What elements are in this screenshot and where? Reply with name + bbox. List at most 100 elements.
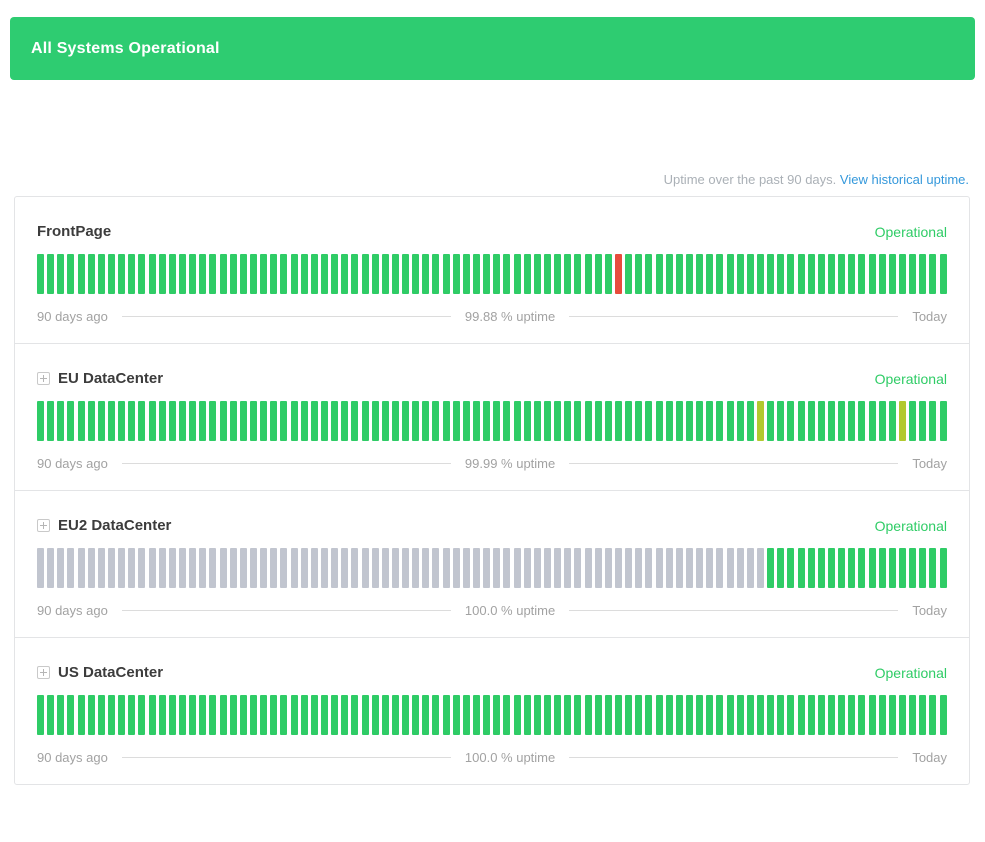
uptime-day-bar[interactable] bbox=[868, 254, 876, 294]
uptime-day-bar[interactable] bbox=[290, 548, 298, 588]
uptime-day-bar[interactable] bbox=[290, 695, 298, 735]
uptime-day-bar[interactable] bbox=[493, 695, 501, 735]
uptime-day-bar[interactable] bbox=[868, 695, 876, 735]
uptime-day-bar[interactable] bbox=[574, 695, 582, 735]
uptime-day-bar[interactable] bbox=[706, 401, 714, 441]
uptime-day-bar[interactable] bbox=[57, 401, 65, 441]
uptime-day-bar[interactable] bbox=[675, 548, 683, 588]
uptime-day-bar[interactable] bbox=[249, 254, 257, 294]
uptime-day-bar[interactable] bbox=[736, 254, 744, 294]
uptime-day-bar[interactable] bbox=[432, 548, 440, 588]
uptime-day-bar[interactable] bbox=[533, 254, 541, 294]
uptime-day-bar[interactable] bbox=[189, 548, 197, 588]
uptime-day-bar[interactable] bbox=[67, 254, 75, 294]
uptime-day-bar[interactable] bbox=[483, 695, 491, 735]
uptime-day-bar[interactable] bbox=[594, 401, 602, 441]
uptime-day-bar[interactable] bbox=[665, 548, 673, 588]
uptime-day-bar[interactable] bbox=[462, 254, 470, 294]
uptime-day-bar[interactable] bbox=[381, 548, 389, 588]
uptime-day-bar[interactable] bbox=[158, 401, 166, 441]
uptime-day-bar[interactable] bbox=[635, 548, 643, 588]
uptime-day-bar[interactable] bbox=[584, 548, 592, 588]
uptime-day-bar[interactable] bbox=[47, 401, 55, 441]
uptime-day-bar[interactable] bbox=[462, 548, 470, 588]
uptime-day-bar[interactable] bbox=[604, 401, 612, 441]
uptime-day-bar[interactable] bbox=[412, 548, 420, 588]
uptime-day-bar[interactable] bbox=[919, 548, 927, 588]
uptime-day-bar[interactable] bbox=[219, 548, 227, 588]
uptime-day-bar[interactable] bbox=[67, 548, 75, 588]
uptime-day-bar[interactable] bbox=[371, 401, 379, 441]
uptime-day-bar[interactable] bbox=[726, 695, 734, 735]
uptime-day-bar[interactable] bbox=[858, 695, 866, 735]
uptime-day-bar[interactable] bbox=[655, 695, 663, 735]
uptime-day-bar[interactable] bbox=[260, 548, 268, 588]
uptime-day-bar[interactable] bbox=[209, 695, 217, 735]
uptime-day-bar[interactable] bbox=[493, 548, 501, 588]
uptime-day-bar[interactable] bbox=[412, 254, 420, 294]
uptime-day-bar[interactable] bbox=[858, 548, 866, 588]
uptime-day-bar[interactable] bbox=[625, 254, 633, 294]
uptime-day-bar[interactable] bbox=[868, 548, 876, 588]
uptime-day-bar[interactable] bbox=[574, 548, 582, 588]
uptime-day-bar[interactable] bbox=[442, 254, 450, 294]
uptime-day-bar[interactable] bbox=[645, 695, 653, 735]
uptime-day-bar[interactable] bbox=[473, 254, 481, 294]
uptime-day-bar[interactable] bbox=[544, 548, 552, 588]
uptime-day-bar[interactable] bbox=[625, 695, 633, 735]
uptime-day-bar[interactable] bbox=[412, 401, 420, 441]
uptime-day-bar[interactable] bbox=[635, 695, 643, 735]
uptime-day-bar[interactable] bbox=[675, 401, 683, 441]
uptime-day-bar[interactable] bbox=[746, 254, 754, 294]
uptime-day-bar[interactable] bbox=[898, 254, 906, 294]
uptime-day-bar[interactable] bbox=[219, 401, 227, 441]
uptime-day-bar[interactable] bbox=[838, 254, 846, 294]
uptime-day-bar[interactable] bbox=[645, 401, 653, 441]
uptime-day-bar[interactable] bbox=[483, 254, 491, 294]
uptime-day-bar[interactable] bbox=[686, 548, 693, 588]
uptime-day-bar[interactable] bbox=[280, 254, 288, 294]
uptime-day-bar[interactable] bbox=[564, 254, 572, 294]
uptime-day-bar[interactable] bbox=[939, 548, 947, 588]
uptime-day-bar[interactable] bbox=[320, 254, 328, 294]
uptime-day-bar[interactable] bbox=[128, 548, 136, 588]
uptime-day-bar[interactable] bbox=[249, 695, 257, 735]
uptime-day-bar[interactable] bbox=[97, 254, 105, 294]
uptime-day-bar[interactable] bbox=[625, 548, 633, 588]
uptime-day-bar[interactable] bbox=[909, 548, 917, 588]
uptime-day-bar[interactable] bbox=[574, 401, 582, 441]
uptime-day-bar[interactable] bbox=[919, 695, 927, 735]
uptime-day-bar[interactable] bbox=[787, 695, 795, 735]
uptime-day-bar[interactable] bbox=[746, 548, 754, 588]
uptime-day-bar[interactable] bbox=[442, 548, 450, 588]
uptime-day-bar[interactable] bbox=[402, 695, 410, 735]
uptime-day-bar[interactable] bbox=[564, 401, 572, 441]
uptime-day-bar[interactable] bbox=[107, 548, 115, 588]
uptime-day-bar[interactable] bbox=[827, 254, 835, 294]
uptime-day-bar[interactable] bbox=[696, 695, 704, 735]
uptime-day-bar[interactable] bbox=[655, 401, 663, 441]
uptime-day-bar[interactable] bbox=[909, 254, 917, 294]
uptime-day-bar[interactable] bbox=[391, 548, 399, 588]
uptime-day-bar[interactable] bbox=[391, 695, 399, 735]
uptime-day-bar[interactable] bbox=[67, 695, 75, 735]
uptime-day-bar[interactable] bbox=[432, 695, 440, 735]
uptime-day-bar[interactable] bbox=[229, 548, 237, 588]
uptime-day-bar[interactable] bbox=[249, 401, 257, 441]
uptime-day-bar[interactable] bbox=[696, 548, 704, 588]
uptime-day-bar[interactable] bbox=[199, 254, 207, 294]
uptime-day-bar[interactable] bbox=[97, 695, 105, 735]
uptime-day-bar[interactable] bbox=[838, 548, 846, 588]
uptime-day-bar[interactable] bbox=[158, 548, 166, 588]
uptime-day-bar[interactable] bbox=[493, 254, 501, 294]
uptime-day-bar[interactable] bbox=[544, 695, 552, 735]
uptime-day-bar[interactable] bbox=[351, 401, 359, 441]
uptime-day-bar[interactable] bbox=[665, 254, 673, 294]
uptime-day-bar[interactable] bbox=[37, 695, 44, 735]
uptime-day-bar[interactable] bbox=[523, 695, 531, 735]
uptime-day-bar[interactable] bbox=[594, 695, 602, 735]
uptime-day-bar[interactable] bbox=[260, 401, 268, 441]
uptime-day-bar[interactable] bbox=[148, 401, 156, 441]
uptime-day-bar[interactable] bbox=[615, 401, 623, 441]
uptime-day-bar[interactable] bbox=[57, 254, 65, 294]
